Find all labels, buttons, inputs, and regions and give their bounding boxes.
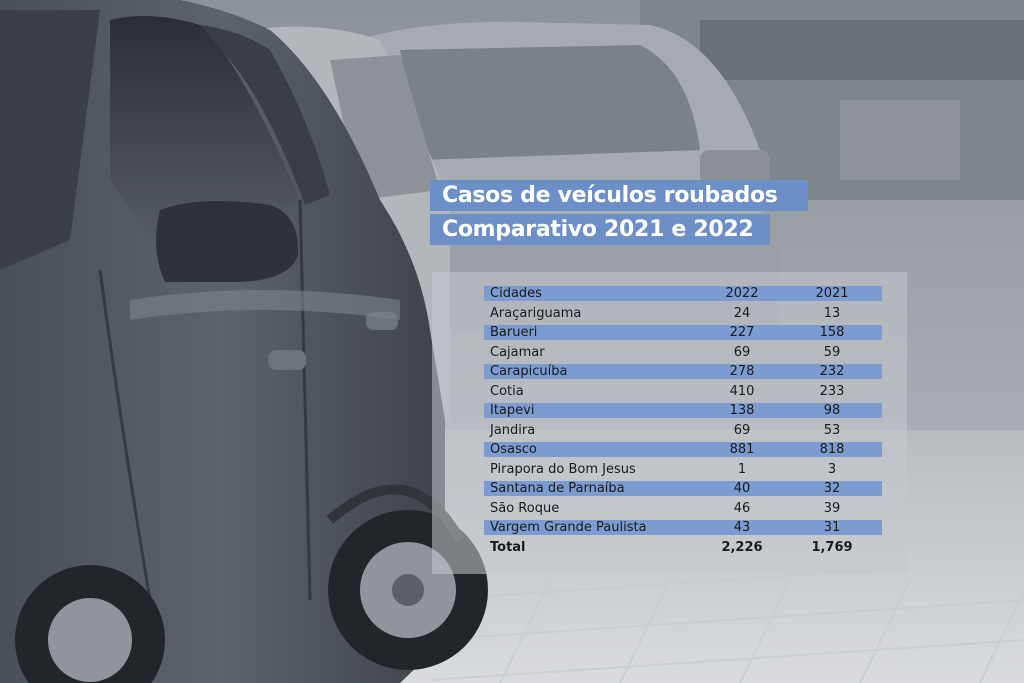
total-label: Total	[490, 539, 526, 555]
cell-city: Jandira	[490, 422, 536, 438]
cell-2022: 1	[737, 461, 747, 477]
cell-2022: 227	[729, 325, 755, 340]
cell-city: Santana de Parnaíba	[490, 481, 625, 496]
cell-city: Cajamar	[490, 344, 545, 360]
cell-2021: 158	[819, 325, 845, 340]
cell-2022: 278	[729, 364, 755, 379]
cell-2021: 233	[819, 383, 845, 399]
cell-2021: 39	[823, 500, 841, 516]
cell-city: Itapevi	[490, 403, 535, 418]
table-row: Vargem Grande Paulista 43 31	[484, 520, 882, 535]
cell-2021: 98	[823, 403, 841, 418]
cell-city: Carapicuíba	[490, 364, 568, 379]
cell-2022: 138	[729, 403, 755, 418]
cell-2022: 881	[729, 442, 755, 457]
cell-city: Barueri	[490, 325, 538, 340]
cell-2021: 3	[827, 461, 837, 477]
table-row: São Roque 46 39	[484, 501, 882, 516]
table-row: Araçariguama 24 13	[484, 306, 882, 321]
table-header-row: Cidades 2022 2021	[484, 286, 882, 301]
cell-2021: 232	[819, 364, 845, 379]
cell-2021: 13	[823, 305, 841, 321]
cell-2022: 43	[733, 520, 751, 535]
cell-2021: 32	[823, 481, 841, 496]
cell-2022: 40	[733, 481, 751, 496]
table-row: Itapevi 138 98	[484, 403, 882, 418]
header-2021: 2021	[815, 286, 849, 301]
cell-city: Osasco	[490, 442, 537, 457]
vehicle-theft-table: Cidades 2022 2021 Araçariguama 24 13 Baruer…	[484, 286, 882, 559]
cell-2021: 31	[823, 520, 841, 535]
cell-2022: 69	[733, 344, 751, 360]
table-row: Osasco 881 818	[484, 442, 882, 457]
chart-title-line-1: Casos de veículos roubados	[430, 180, 808, 211]
table-row: Cajamar 69 59	[484, 345, 882, 360]
cell-city: São Roque	[490, 500, 560, 516]
total-2022: 2,226	[721, 539, 763, 555]
cell-2021: 59	[823, 344, 841, 360]
cell-2022: 46	[733, 500, 751, 516]
chart-title-line-2: Comparativo 2021 e 2022	[430, 214, 770, 245]
table-total-row: Total 2,226 1,769	[484, 540, 882, 555]
cell-2021: 818	[819, 442, 845, 457]
cell-city: Vargem Grande Paulista	[490, 520, 647, 535]
total-2021: 1,769	[811, 539, 853, 555]
cell-2022: 410	[729, 383, 755, 399]
cell-city: Pirapora do Bom Jesus	[490, 461, 636, 477]
table-row: Jandira 69 53	[484, 423, 882, 438]
cell-2021: 53	[823, 422, 841, 438]
cell-city: Cotia	[490, 383, 524, 399]
cell-2022: 69	[733, 422, 751, 438]
table-row: Pirapora do Bom Jesus 1 3	[484, 462, 882, 477]
header-cidades: Cidades	[490, 286, 542, 301]
cell-city: Araçariguama	[490, 305, 582, 321]
table-row: Barueri 227 158	[484, 325, 882, 340]
table-row: Santana de Parnaíba 40 32	[484, 481, 882, 496]
table-row: Cotia 410 233	[484, 384, 882, 399]
table-body: Araçariguama 24 13 Barueri 227 158 Cajamar 69 59…	[484, 306, 882, 535]
header-2022: 2022	[725, 286, 759, 301]
cell-2022: 24	[733, 305, 751, 321]
table-row: Carapicuíba 278 232	[484, 364, 882, 379]
